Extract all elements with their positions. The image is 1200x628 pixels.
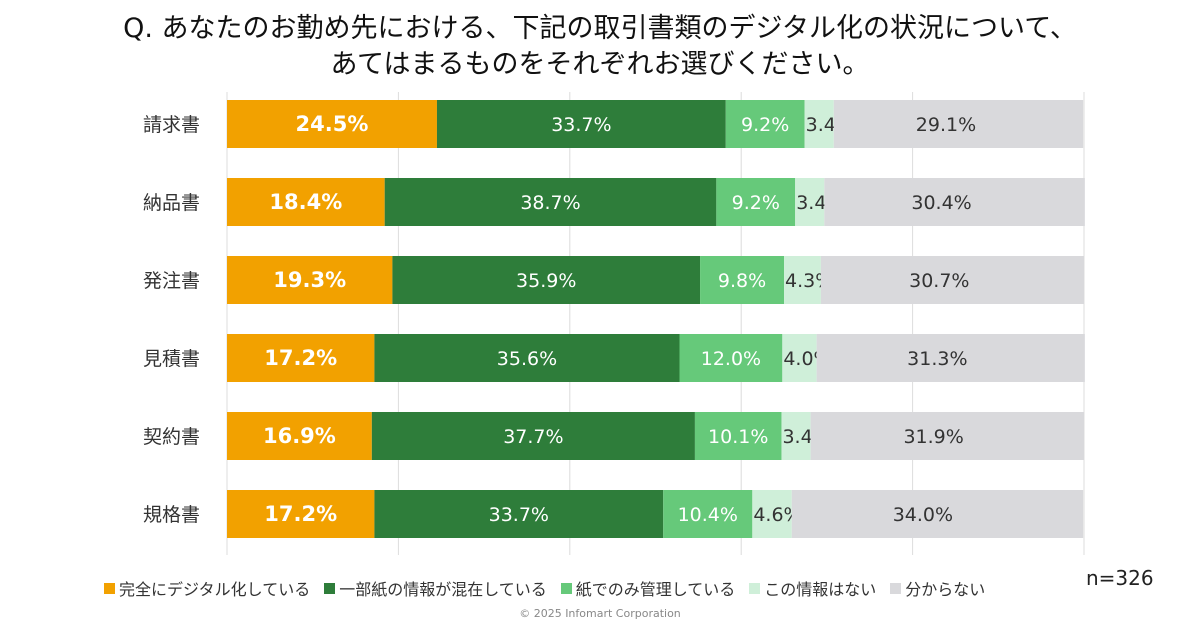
copyright: © 2025 Infomart Corporation [519,607,681,620]
data-label: 30.7% [909,270,969,292]
data-label: 19.3% [273,268,346,292]
data-label: 9.8% [718,270,766,292]
data-label: 10.1% [708,426,768,448]
chart-title-line-1: Q. あなたのお勤め先における、下記の取引書類のデジタル化の状況について、 [123,13,1077,44]
legend-label: 紙でのみ管理している [575,580,736,599]
data-label: 37.7% [503,426,563,448]
bar-segment [663,490,753,538]
category-label: 規格書 [143,504,200,526]
bar-segment [816,334,1085,382]
data-label: 29.1% [916,114,976,136]
bar-segment [784,256,821,304]
legend-item: 完全にデジタル化している [104,576,310,600]
bar-segment [795,178,825,226]
legend-label: 完全にデジタル化している [119,580,311,599]
data-label: 17.2% [264,346,337,370]
data-label: 16.9% [263,424,336,448]
data-label: 31.3% [907,348,967,370]
legend-swatch [324,582,336,594]
sample-size: n=326 [1086,566,1154,590]
data-label: 18.4% [269,190,342,214]
data-label: 9.2% [732,192,780,214]
category-label: 契約書 [143,426,200,448]
bar-segment [227,412,372,460]
data-label: 30.4% [911,192,971,214]
data-label: 33.7% [551,114,611,136]
bar-segment [392,256,701,304]
data-label: 31.9% [903,426,963,448]
legend-swatch [560,582,572,594]
bar-segment [227,178,385,226]
legend-item: 紙でのみ管理している [560,576,736,600]
data-label: 4.6% [753,504,801,526]
legend-item: この情報はない [749,576,876,600]
bar-segment [791,490,1084,538]
legend-label: この情報はない [764,580,877,599]
legend-label: 一部紙の情報が混在している [339,580,547,599]
bar-segment [436,100,726,148]
bar-segment [227,256,393,304]
bar-segment [824,178,1085,226]
bar-segment [782,334,817,382]
bar-segment [820,256,1084,304]
data-label: 24.5% [296,112,369,136]
data-label: 10.4% [678,504,738,526]
legend-item: 分からない [890,576,985,600]
bar-segment [374,490,664,538]
data-label: 17.2% [264,502,337,526]
data-label: 35.6% [497,348,557,370]
data-label: 33.7% [489,504,549,526]
category-label: 見積書 [143,348,200,370]
bar-segment [227,334,375,382]
data-label: 38.7% [520,192,580,214]
bar-segment [694,412,782,460]
bar-segment [679,334,783,382]
legend-swatch [890,582,902,594]
bar-segment [725,100,805,148]
bar-segment [700,256,785,304]
data-label: 9.2% [741,114,789,136]
category-label: 発注書 [143,270,200,292]
category-label: 納品書 [143,192,200,214]
bar-segment [781,412,811,460]
bar-segment [384,178,717,226]
legend-label: 分からない [905,580,986,599]
bar-segment [374,334,680,382]
bar-segment [227,490,375,538]
bar-segment [804,100,834,148]
legend-swatch [749,582,761,594]
legend-item: 一部紙の情報が混在している [324,576,547,600]
data-label: 12.0% [701,348,761,370]
bar-segment [716,178,796,226]
bar-segment [810,412,1084,460]
legend: 完全にデジタル化している 一部紙の情報が混在している 紙でのみ管理している この情報は… [104,576,999,600]
bar-segment [752,490,792,538]
data-label: 35.9% [516,270,576,292]
data-label: 34.0% [893,504,953,526]
legend-swatch [104,582,115,594]
bar-segment [227,100,437,148]
bar-segment [833,100,1084,148]
category-label: 請求書 [143,114,200,136]
bar-segment [371,412,695,460]
chart-title-line-2: あてはまるものをそれぞれお選びください。 [330,49,870,80]
